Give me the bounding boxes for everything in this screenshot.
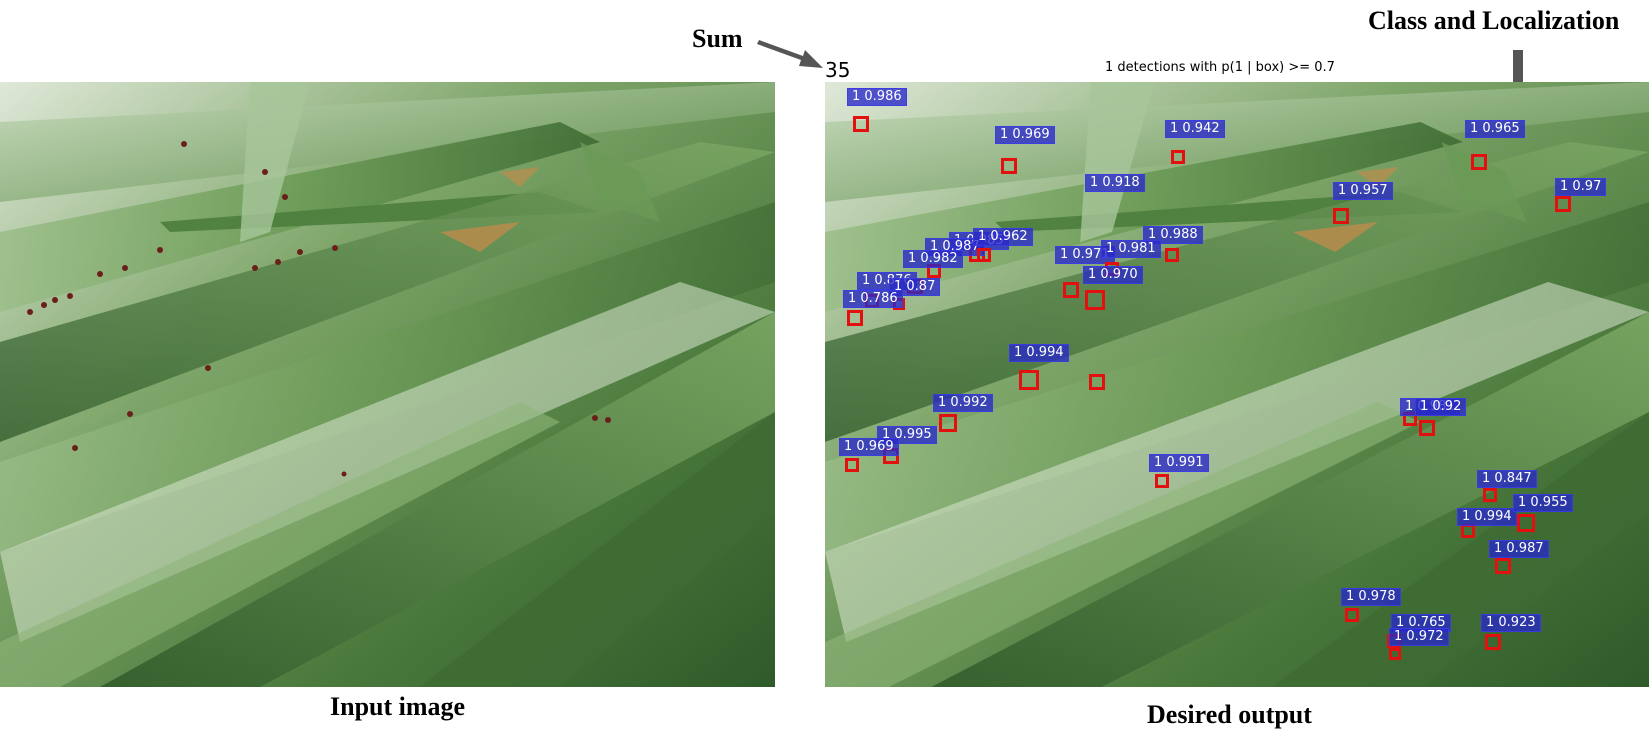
detection-box [1001,158,1017,174]
detection-box [1345,608,1359,622]
detection-box [853,116,869,132]
wheat-leaves-photo [0,82,775,687]
detection-label: 1 0.981 [1101,240,1161,258]
detection-label: 1 0.955 [1513,494,1573,512]
detection-label: 1 0.978 [1341,588,1401,606]
sum-value: 35 [825,58,851,82]
detection-label: 1 0.986 [847,88,907,106]
detection-label: 1 0.970 [1083,266,1143,284]
detection-label: 1 0.987 [1489,540,1549,558]
detection-box [1019,370,1039,390]
detection-box [1555,196,1571,212]
detection-label: 1 0.957 [1333,182,1393,200]
detection-label: 1 0.971 [1055,246,1115,264]
class-localization-annotation-label: Class and Localization [1368,6,1620,35]
detection-label: 1 0.92 [1415,398,1467,416]
detection-box [847,310,863,326]
output-image: 1 0.986 1 0.969 1 0.942 1 0.965 1 0.918 1 0.9… [825,82,1649,687]
detection-box [1063,282,1079,298]
detection-box [1517,514,1535,532]
detection-box [1089,374,1105,390]
detection-label: 1 0.918 [1085,174,1145,192]
detection-label: 1 0.969 [839,438,899,456]
detection-label: 1 0.988 [1143,226,1203,244]
detection-box [1461,524,1475,538]
detection-box [1171,150,1185,164]
detection-box [1419,420,1435,436]
detection-label: 1 0.847 [1477,470,1537,488]
detection-label: 1 0.969 [995,126,1055,144]
detection-box [1155,474,1169,488]
detection-label: 1 0.991 [1149,454,1209,472]
detection-box [1085,290,1105,310]
detection-box [1471,154,1487,170]
detection-label: 1 0.965 [1465,120,1525,138]
detection-label: 1 0.962 [973,228,1033,246]
detection-summary-title: 1 detections with p(1 | box) >= 0.7 [1105,60,1335,75]
detection-label: 1 0.994 [1009,344,1069,362]
detection-label: 1 0.992 [933,394,993,412]
detection-box [845,458,859,472]
detection-label: 1 0.765 [1391,614,1451,632]
detection-box [1485,634,1501,650]
input-image [0,82,775,687]
detection-label: 1 0.923 [1481,614,1541,632]
detection-label: 1 0.942 [1165,120,1225,138]
sum-arrow-icon [757,40,823,68]
wheat-leaves-photo-annotated [825,82,1649,687]
detection-label: 1 0.97 [1555,178,1607,196]
detection-label: 1 0.972 [1389,628,1449,646]
detection-box [1495,558,1511,574]
detection-box [1333,208,1349,224]
detection-box [1389,648,1401,660]
output-image-caption: Desired output [1147,700,1312,729]
detection-box [977,248,991,262]
detection-label: 1 0.994 [1457,508,1517,526]
detection-label: 1 0.786 [843,290,903,308]
detection-box [939,414,957,432]
sum-annotation-label: Sum [692,24,743,53]
detection-box [1483,488,1497,502]
input-image-caption: Input image [330,692,466,721]
detection-label: 1 0.982 [903,250,963,268]
detection-box [1165,248,1179,262]
